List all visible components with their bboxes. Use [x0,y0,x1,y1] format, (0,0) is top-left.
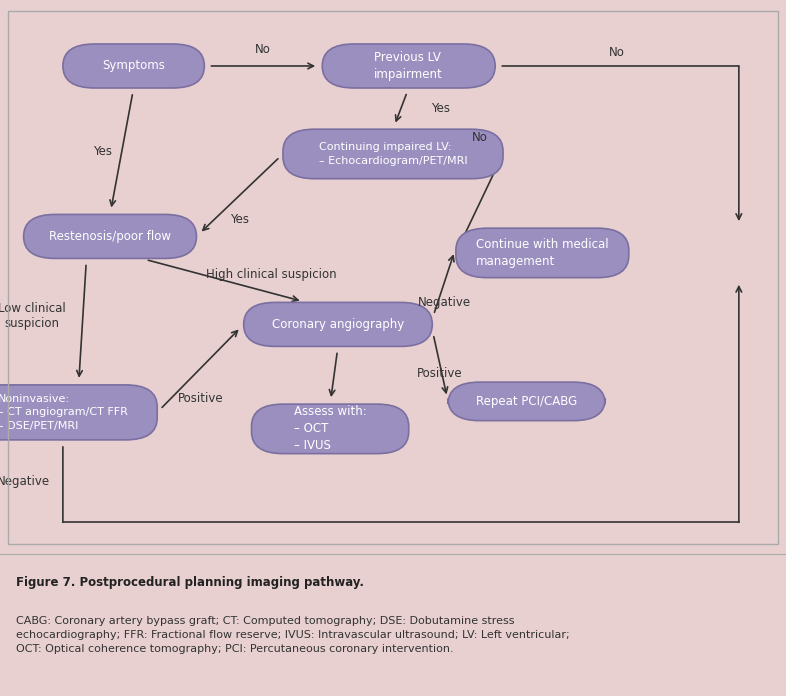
FancyBboxPatch shape [24,214,196,258]
FancyBboxPatch shape [456,228,629,278]
Text: CABG: Coronary artery bypass graft; CT: Computed tomography; DSE: Dobutamine str: CABG: Coronary artery bypass graft; CT: … [16,615,569,654]
Text: No: No [609,46,625,58]
FancyBboxPatch shape [448,382,605,420]
Text: High clinical suspicion: High clinical suspicion [206,269,336,281]
Text: Previous LV
impairment: Previous LV impairment [374,51,443,81]
Text: Positive: Positive [178,392,223,405]
FancyBboxPatch shape [252,404,409,454]
Text: Symptoms: Symptoms [102,59,165,72]
Text: Coronary angiography: Coronary angiography [272,318,404,331]
FancyBboxPatch shape [244,302,432,347]
Text: No: No [255,43,271,56]
Text: Continue with medical
management: Continue with medical management [476,238,608,268]
Text: Noninvasive:
– CT angiogram/CT FFR
– DSE/PET/MRI: Noninvasive: – CT angiogram/CT FFR – DSE… [0,394,128,431]
Text: No: No [472,131,487,144]
Text: Figure 7. Postprocedural planning imaging pathway.: Figure 7. Postprocedural planning imagin… [16,576,364,589]
Text: Low clinical
suspicion: Low clinical suspicion [0,302,65,330]
Text: Yes: Yes [93,145,112,158]
Text: Yes: Yes [230,214,249,226]
Text: Yes: Yes [431,102,450,115]
Text: Assess with:
– OCT
– IVUS: Assess with: – OCT – IVUS [294,405,366,452]
FancyBboxPatch shape [63,44,204,88]
Text: Restenosis/poor flow: Restenosis/poor flow [49,230,171,243]
Text: Negative: Negative [0,475,50,488]
FancyBboxPatch shape [322,44,495,88]
Text: Repeat PCI/CABG: Repeat PCI/CABG [476,395,577,408]
FancyBboxPatch shape [0,385,157,440]
Text: Continuing impaired LV:
– Echocardiogram/PET/MRI: Continuing impaired LV: – Echocardiogram… [318,143,468,166]
Text: Negative: Negative [417,296,471,309]
Text: Positive: Positive [417,367,463,381]
FancyBboxPatch shape [283,129,503,179]
